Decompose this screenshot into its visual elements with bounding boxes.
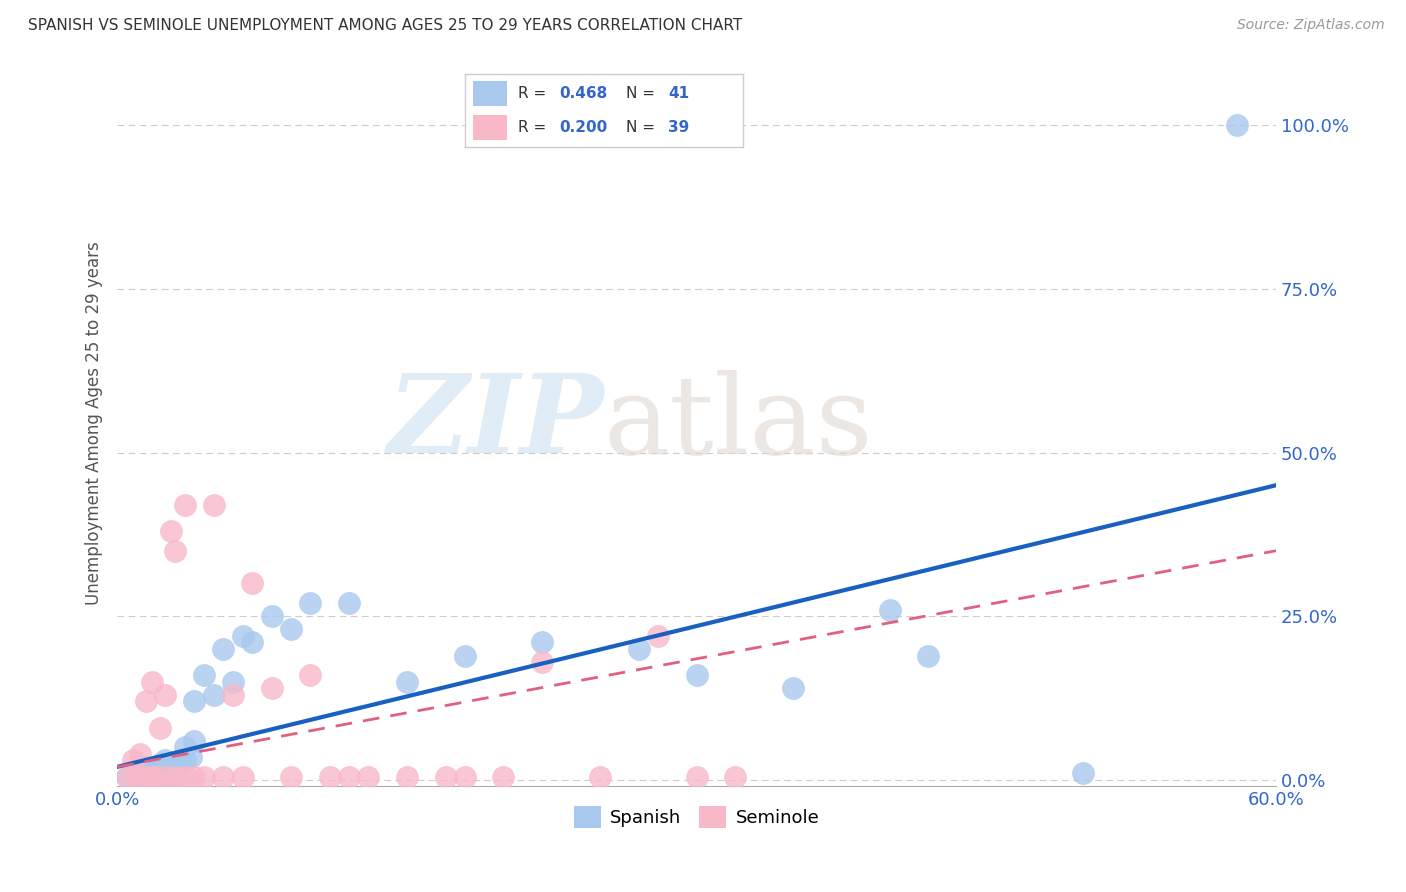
Point (165, 770, 187, 784)
Point (115, 770, 138, 784)
Point (222, 674, 245, 689)
Point (173, 770, 195, 784)
Point (155, 770, 177, 784)
Text: Source: ZipAtlas.com: Source: ZipAtlas.com (1237, 18, 1385, 32)
Point (589, 770, 612, 784)
Point (141, 770, 163, 784)
Point (125, 770, 148, 784)
Point (121, 766, 143, 780)
Point (395, 770, 418, 784)
Point (155, 770, 177, 784)
Point (917, 648, 939, 663)
Point (173, 740, 195, 755)
Point (260, 681, 283, 696)
Point (149, 756, 172, 771)
Point (145, 770, 167, 784)
Point (357, 770, 380, 784)
Point (879, 602, 901, 616)
Point (145, 761, 167, 775)
Text: atlas: atlas (603, 369, 873, 476)
Point (685, 668, 707, 682)
Point (183, 733, 205, 747)
Point (141, 766, 163, 780)
Point (232, 629, 254, 643)
Point (232, 770, 254, 784)
Point (782, 681, 804, 696)
Point (160, 524, 183, 538)
Point (242, 576, 264, 591)
Point (173, 753, 195, 767)
Point (180, 750, 202, 764)
Point (531, 655, 554, 669)
Point (129, 747, 152, 761)
Text: SPANISH VS SEMINOLE UNEMPLOYMENT AMONG AGES 25 TO 29 YEARS CORRELATION CHART: SPANISH VS SEMINOLE UNEMPLOYMENT AMONG A… (28, 18, 742, 33)
Point (492, 770, 515, 784)
Point (242, 635, 264, 649)
Point (173, 498, 195, 512)
Point (222, 688, 245, 702)
Text: ZIP: ZIP (387, 369, 603, 477)
Point (165, 770, 187, 784)
Point (135, 760, 157, 774)
Point (202, 498, 225, 512)
Point (647, 629, 669, 643)
Point (145, 770, 167, 784)
Legend: Spanish, Seminole: Spanish, Seminole (567, 799, 827, 836)
Point (685, 770, 707, 784)
Point (337, 596, 360, 610)
Point (135, 694, 157, 708)
Point (337, 770, 360, 784)
Point (125, 767, 148, 781)
Point (165, 543, 187, 558)
Point (155, 753, 177, 767)
Point (212, 642, 235, 657)
Point (724, 770, 747, 784)
Point (121, 753, 143, 767)
Point (299, 596, 322, 610)
Point (183, 694, 205, 708)
Point (115, 770, 138, 784)
Point (280, 770, 302, 784)
Point (454, 648, 477, 663)
Point (1071, 766, 1094, 780)
Point (141, 674, 163, 689)
Point (260, 609, 283, 624)
Point (280, 623, 302, 637)
Point (167, 756, 190, 771)
Point (129, 763, 152, 777)
Point (1226, 118, 1249, 132)
Point (434, 770, 457, 784)
Point (193, 668, 215, 682)
Point (299, 668, 322, 682)
Point (135, 770, 157, 784)
Point (149, 721, 172, 735)
Point (183, 770, 205, 784)
Point (155, 688, 177, 702)
Point (395, 674, 418, 689)
Point (202, 688, 225, 702)
Point (160, 760, 183, 774)
Point (318, 770, 340, 784)
Point (531, 635, 554, 649)
Point (135, 770, 157, 784)
Point (627, 642, 650, 657)
Y-axis label: Unemployment Among Ages 25 to 29 years: Unemployment Among Ages 25 to 29 years (86, 241, 103, 605)
Point (454, 770, 477, 784)
Point (212, 770, 235, 784)
Point (193, 770, 215, 784)
Point (165, 763, 187, 777)
